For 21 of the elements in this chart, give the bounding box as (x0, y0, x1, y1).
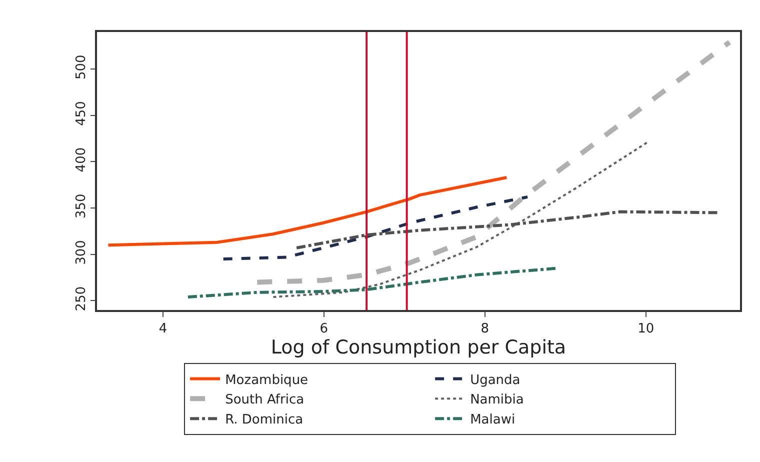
y-tick-label: 350 (74, 194, 90, 219)
y-tick-label: 450 (74, 101, 90, 126)
line-series (272, 141, 648, 298)
legend-label: South Africa (225, 392, 304, 408)
x-tick-label: 8 (480, 321, 490, 336)
line-series (186, 266, 558, 299)
x-axis-title: Log of Consumption per Capita (270, 336, 566, 358)
y-tick-label: 400 (74, 147, 90, 172)
line-series (106, 176, 508, 247)
line-series (222, 195, 530, 261)
x-tick-label: 6 (320, 321, 328, 336)
legend-label: Uganda (470, 372, 520, 388)
legend-label: Mozambique (225, 372, 308, 388)
y-tick-label: 300 (74, 240, 90, 265)
y-tick-label: 250 (74, 286, 90, 312)
x-tick-label: 4 (158, 321, 168, 336)
legend-label: R. Dominica (225, 412, 304, 428)
y-tick-label: 500 (74, 54, 90, 80)
x-tick-label: 10 (638, 321, 654, 336)
legend-label: Namibia (470, 392, 524, 408)
legend-label: Malawi (470, 412, 516, 428)
